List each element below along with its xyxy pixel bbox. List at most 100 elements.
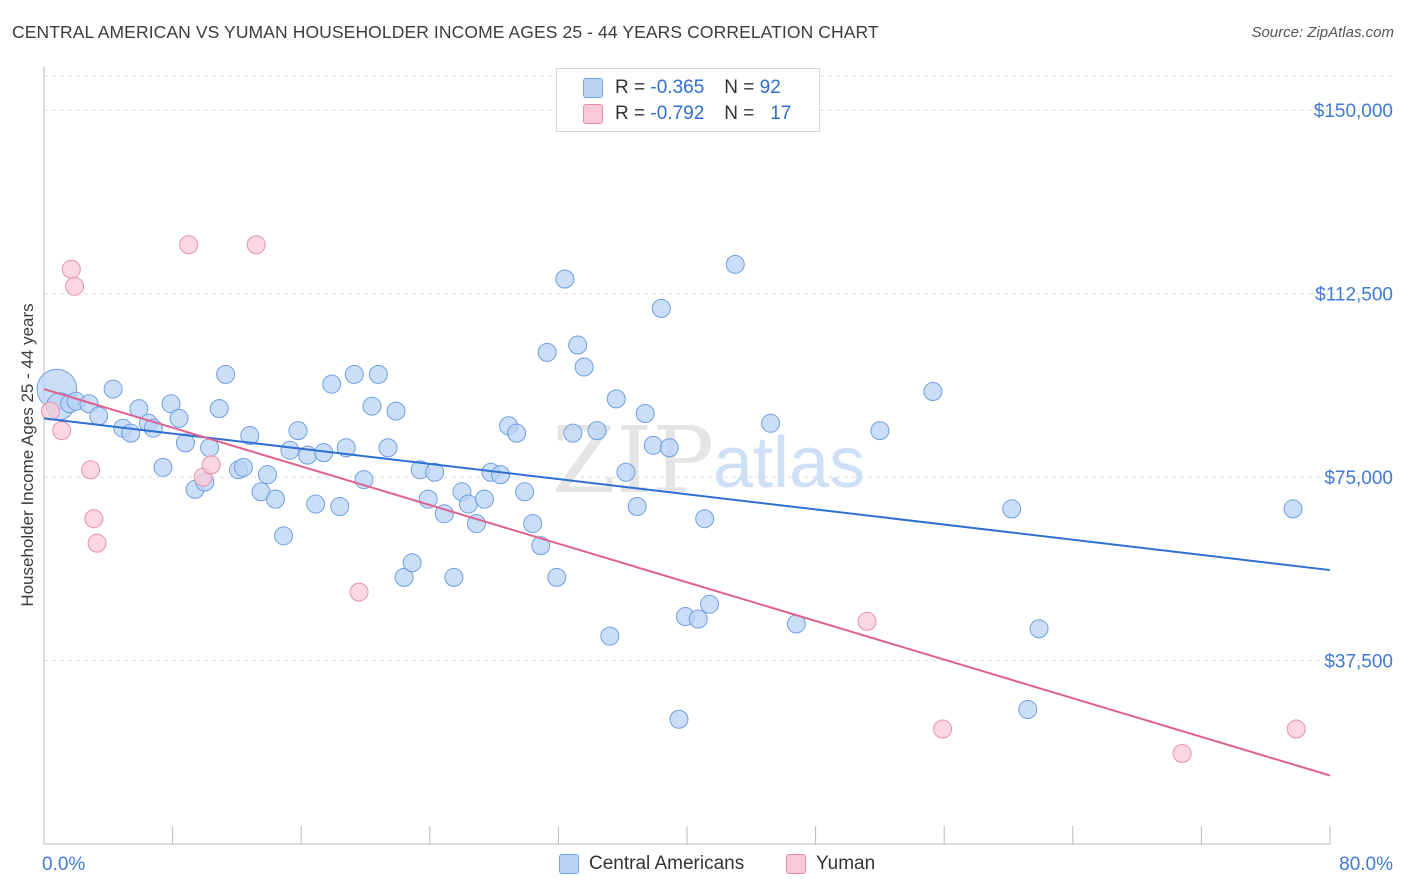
central-americans-point — [322, 374, 342, 394]
legend-n-label: N = — [724, 77, 755, 98]
yuman-point — [246, 235, 266, 255]
blue-swatch — [559, 854, 579, 874]
central-americans-point — [523, 514, 543, 534]
central-americans-point — [121, 423, 141, 443]
x-tick-label-max: 80.0% — [1339, 854, 1393, 875]
central-americans-point — [515, 482, 535, 502]
watermark-zip: ZIP — [552, 407, 714, 514]
central-americans-point — [434, 504, 454, 524]
central-americans-point — [574, 357, 594, 377]
watermark: ZIP atlas — [552, 407, 865, 514]
yuman-point — [349, 582, 369, 602]
central-americans-point — [257, 465, 277, 485]
central-americans-point — [491, 465, 511, 485]
central-americans-point — [563, 423, 583, 443]
legend-r-label: R = — [615, 103, 646, 124]
central-americans-point — [547, 567, 567, 587]
yuman-point — [201, 455, 221, 475]
central-americans-point — [368, 364, 388, 384]
y-tick-label: $37,500 — [1324, 652, 1393, 673]
central-americans-point — [216, 364, 236, 384]
yuman-trend-line — [43, 388, 1331, 777]
yuman-point — [857, 611, 877, 631]
central-americans-trend-line — [43, 417, 1331, 572]
central-americans-point — [606, 389, 626, 409]
y-tick-label: $150,000 — [1314, 101, 1393, 122]
central-americans-point — [425, 462, 445, 482]
central-americans-point — [635, 404, 655, 424]
central-americans-point — [695, 509, 715, 529]
central-americans-point — [274, 526, 294, 546]
central-americans-point — [330, 496, 350, 516]
central-americans-point — [600, 626, 620, 646]
central-americans-point — [761, 413, 781, 433]
x-tick-label-min: 0.0% — [42, 854, 85, 875]
blue-swatch — [583, 78, 603, 98]
central-americans-point — [306, 494, 326, 514]
yuman-point — [1286, 719, 1306, 739]
yuman-point — [52, 421, 72, 441]
central-americans-point — [209, 399, 229, 419]
central-americans-point — [444, 567, 464, 587]
legend-r-value: -0.365 — [650, 77, 705, 98]
trend-lines — [43, 388, 1331, 777]
central-americans-point — [531, 536, 551, 556]
central-americans-point — [923, 382, 943, 402]
central-americans-point — [265, 489, 285, 509]
central-americans-point — [568, 335, 588, 355]
central-americans-point — [627, 496, 647, 516]
central-americans-point — [89, 406, 109, 426]
legend-n-value: 92 — [759, 77, 781, 98]
bottom-legend-yuman: Yuman — [786, 852, 875, 876]
yuman-point — [179, 235, 199, 255]
central-americans-point — [386, 401, 406, 421]
central-americans-point — [870, 421, 890, 441]
legend-r-label: R = — [615, 77, 646, 98]
yuman-point — [84, 509, 104, 529]
central-americans-point — [153, 457, 173, 477]
yuman-point — [65, 276, 85, 296]
stats-legend: R = -0.365 N = 92 R = -0.792 N = 17 — [556, 68, 820, 132]
legend-row-central-americans: R = -0.365 N = 92 — [583, 76, 781, 100]
central-americans-point — [537, 342, 557, 362]
central-americans-point — [643, 435, 663, 455]
bottom-legend-label: Central Americans — [589, 853, 745, 874]
central-americans-point — [507, 423, 527, 443]
legend-n-value: 17 — [770, 103, 792, 124]
chart-title: CENTRAL AMERICAN VS YUMAN HOUSEHOLDER IN… — [12, 22, 879, 42]
central-americans-point — [161, 394, 181, 414]
central-americans-point — [474, 489, 494, 509]
central-americans-point — [288, 421, 308, 441]
central-americans-point — [616, 462, 636, 482]
central-americans-point — [458, 494, 478, 514]
yuman-point — [40, 401, 60, 421]
central-americans-point — [336, 438, 356, 458]
central-americans-point — [669, 709, 689, 729]
central-americans-point — [1002, 499, 1022, 519]
central-americans-point — [1029, 619, 1049, 639]
central-americans-point — [555, 269, 575, 289]
central-americans-point — [240, 426, 260, 446]
y-tick-label: $75,000 — [1324, 468, 1393, 489]
y-tick-labels: $37,500 $75,000 $112,500 $150,000 — [1314, 101, 1393, 672]
central-americans-point — [659, 438, 679, 458]
central-americans-point — [1018, 699, 1038, 719]
bottom-legend-central-americans: Central Americans — [559, 852, 744, 876]
central-americans-point — [688, 609, 708, 629]
central-americans-point — [175, 433, 195, 453]
yuman-point — [61, 259, 81, 279]
central-americans-point — [402, 553, 422, 573]
central-americans-point — [587, 421, 607, 441]
axes — [43, 66, 1331, 845]
gridlines — [44, 75, 1395, 662]
central-americans-point — [378, 438, 398, 458]
watermark-atlas: atlas — [713, 423, 865, 503]
central-americans-point — [103, 379, 123, 399]
central-americans-point — [651, 298, 671, 318]
yuman-point — [81, 460, 101, 480]
central-americans-point — [169, 408, 189, 428]
source-label: Source: ZipAtlas.com — [1251, 24, 1394, 41]
yuman-points — [40, 235, 1306, 764]
central-americans-point — [394, 567, 414, 587]
